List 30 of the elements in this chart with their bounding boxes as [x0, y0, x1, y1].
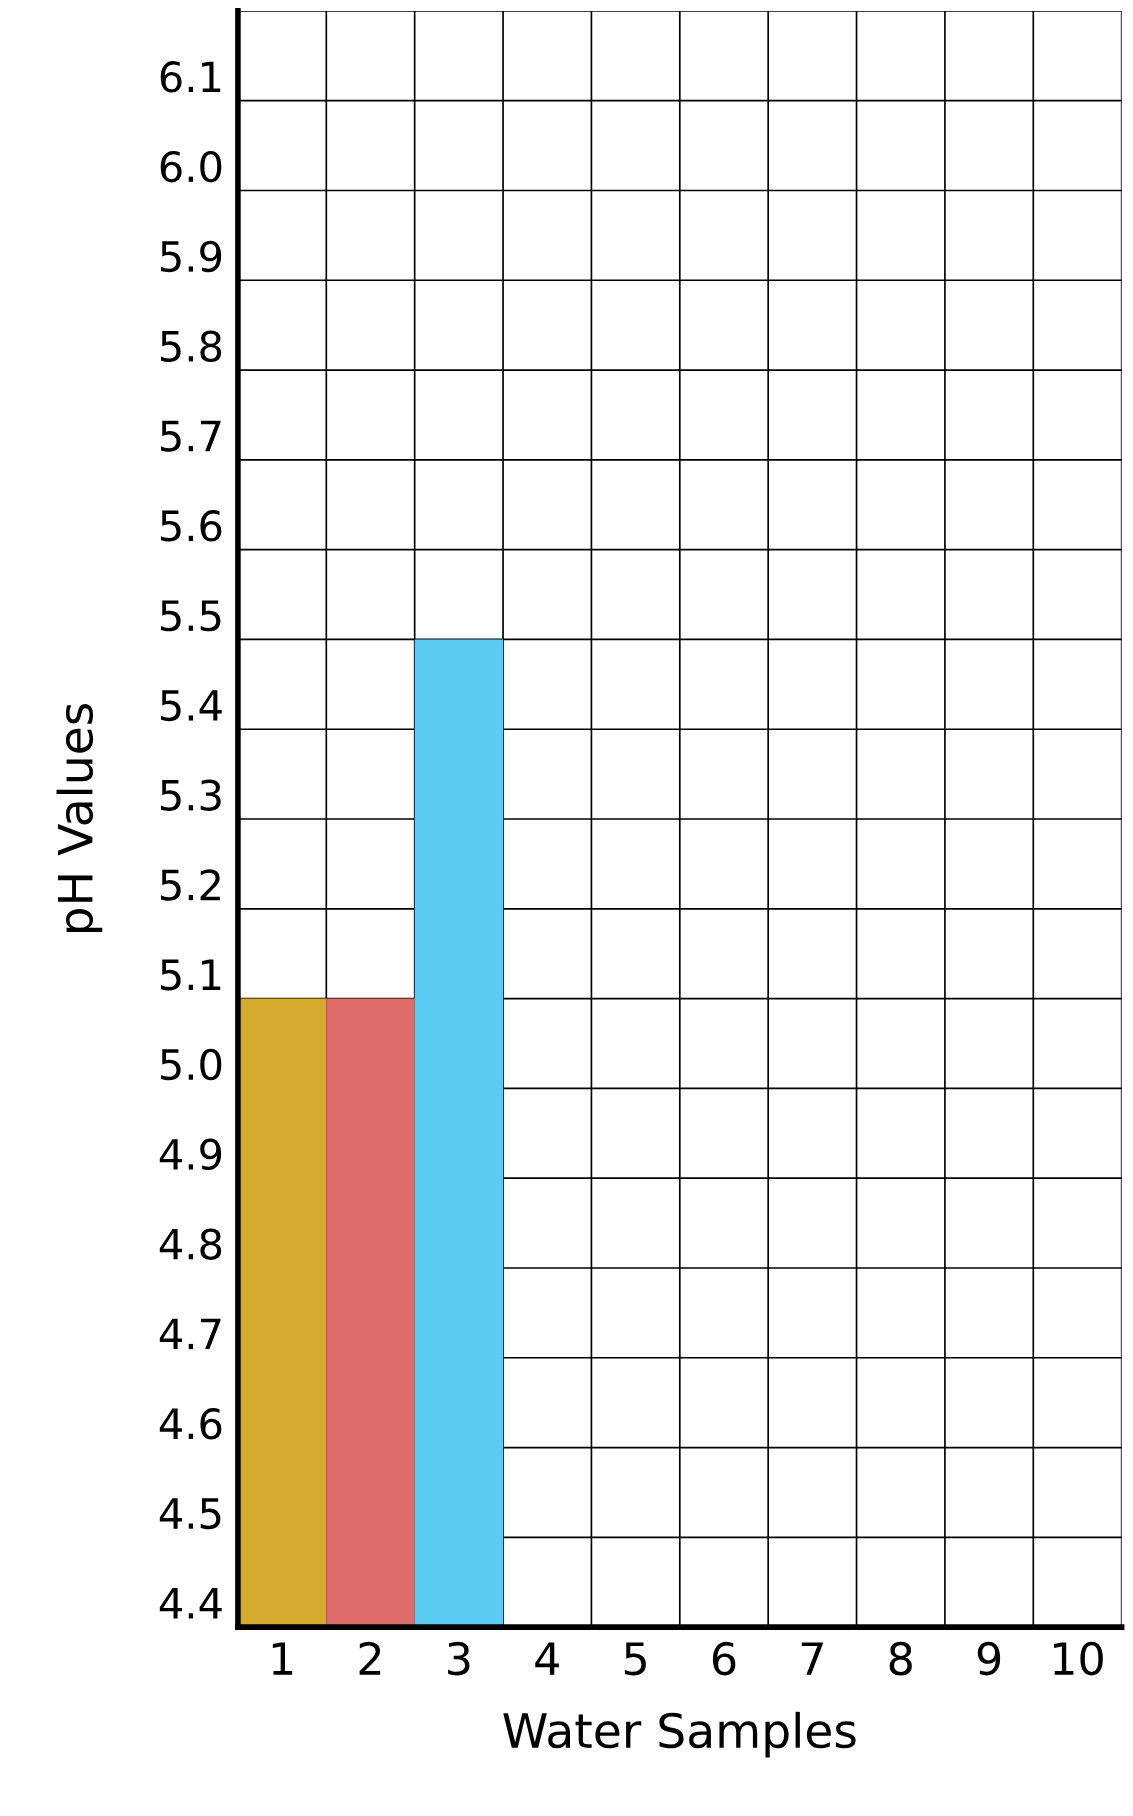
x-tick-label: 5: [624, 1642, 646, 1676]
y-tick-label: 5.2: [160, 869, 220, 901]
y-tick-label: 5.5: [160, 600, 221, 632]
y-tick-label: 5.3: [160, 779, 221, 811]
y-tick-label: 4.5: [159, 1498, 221, 1530]
x-axis-title: Water Samples: [503, 1711, 856, 1758]
x-tick-label: 9: [977, 1641, 1001, 1676]
y-tick-label: 4.4: [159, 1588, 222, 1619]
x-tick-label: 1: [272, 1642, 293, 1675]
x-tick-label: 3: [448, 1641, 470, 1676]
y-tick-label: 5.8: [160, 330, 222, 362]
y-tick-label: 5.1: [160, 959, 221, 991]
y-tick-label: 4.6: [159, 1407, 222, 1440]
y-tick-label: 4.9: [159, 1138, 222, 1171]
x-tick-label: 6: [712, 1641, 736, 1676]
y-tick-label: 6.1: [160, 61, 221, 93]
y-tick-label: 5.9: [160, 240, 222, 273]
x-tick-label: 7: [801, 1642, 823, 1675]
x-tick-label: 2: [359, 1641, 381, 1675]
y-axis-title: pH Values: [56, 703, 103, 933]
y-tick-label: 6.0: [160, 150, 222, 183]
x-tick-label: 10: [1054, 1641, 1103, 1676]
x-tick-label: 8: [889, 1641, 912, 1676]
y-tick-label: 4.8: [159, 1228, 222, 1260]
x-tick-label: 4: [535, 1642, 559, 1675]
y-tick-label: 5.6: [160, 510, 222, 542]
y-tick-label: 5.0: [160, 1048, 222, 1081]
y-tick-label: 5.7: [160, 420, 221, 452]
y-tick-label: 5.4: [160, 690, 222, 722]
y-tick-label: 4.7: [159, 1318, 221, 1350]
